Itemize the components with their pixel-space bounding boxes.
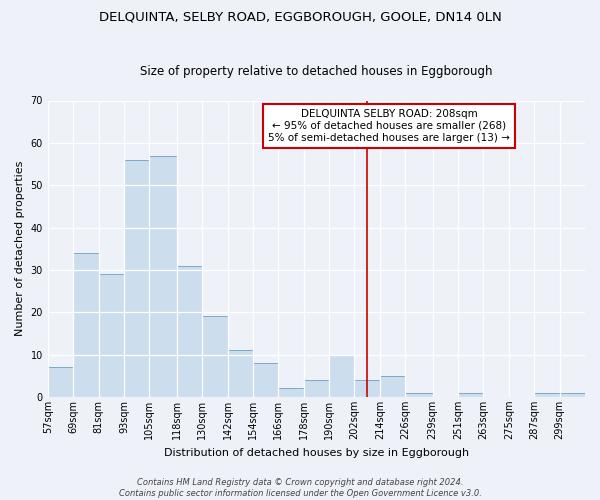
- Text: DELQUINTA, SELBY ROAD, EGGBOROUGH, GOOLE, DN14 0LN: DELQUINTA, SELBY ROAD, EGGBOROUGH, GOOLE…: [98, 10, 502, 23]
- Bar: [48, 367, 73, 397]
- Bar: [124, 160, 149, 397]
- Bar: [380, 376, 405, 397]
- Bar: [458, 392, 484, 397]
- Bar: [227, 350, 253, 397]
- Title: Size of property relative to detached houses in Eggborough: Size of property relative to detached ho…: [140, 66, 493, 78]
- Y-axis label: Number of detached properties: Number of detached properties: [15, 161, 25, 336]
- Bar: [253, 363, 278, 397]
- Bar: [202, 316, 227, 397]
- Bar: [405, 392, 433, 397]
- Bar: [73, 253, 98, 397]
- X-axis label: Distribution of detached houses by size in Eggborough: Distribution of detached houses by size …: [164, 448, 469, 458]
- Bar: [98, 274, 124, 397]
- Bar: [177, 266, 202, 397]
- Text: Contains HM Land Registry data © Crown copyright and database right 2024.
Contai: Contains HM Land Registry data © Crown c…: [119, 478, 481, 498]
- Bar: [534, 392, 560, 397]
- Bar: [149, 156, 177, 397]
- Bar: [304, 380, 329, 397]
- Bar: [560, 392, 585, 397]
- Bar: [355, 380, 380, 397]
- Text: DELQUINTA SELBY ROAD: 208sqm
← 95% of detached houses are smaller (268)
5% of se: DELQUINTA SELBY ROAD: 208sqm ← 95% of de…: [268, 110, 510, 142]
- Bar: [329, 354, 355, 397]
- Bar: [278, 388, 304, 397]
